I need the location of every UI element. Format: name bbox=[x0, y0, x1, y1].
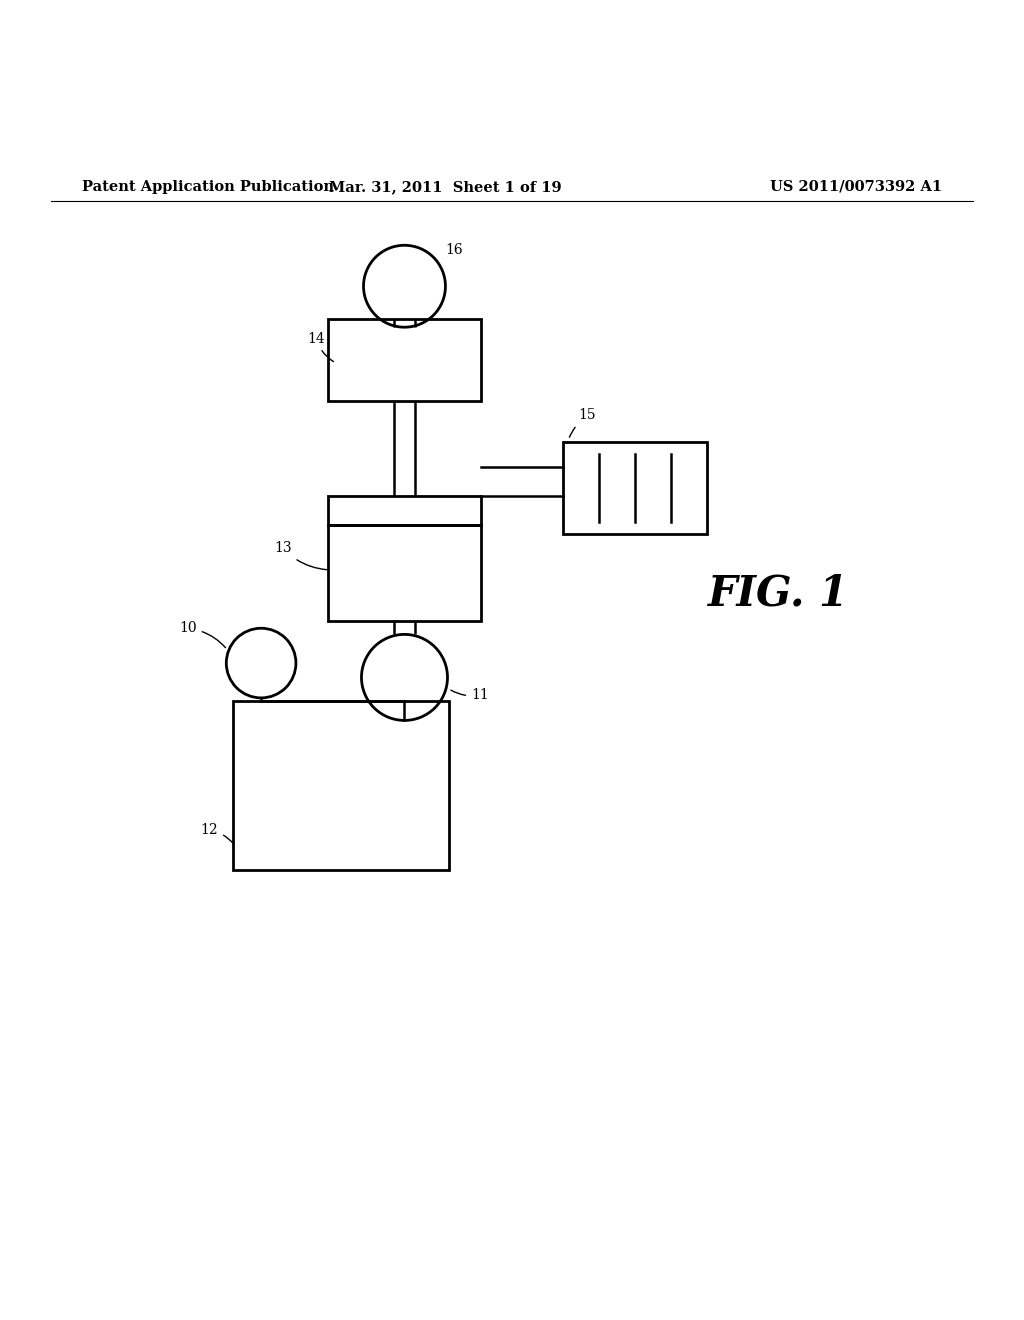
Text: 14: 14 bbox=[307, 331, 334, 362]
Bar bbox=[563, 442, 707, 535]
Text: 15: 15 bbox=[569, 408, 596, 437]
Text: FIG. 1: FIG. 1 bbox=[708, 573, 849, 614]
Text: 16: 16 bbox=[445, 243, 463, 257]
Text: Patent Application Publication: Patent Application Publication bbox=[82, 180, 334, 194]
Text: 11: 11 bbox=[451, 688, 488, 702]
Text: Mar. 31, 2011  Sheet 1 of 19: Mar. 31, 2011 Sheet 1 of 19 bbox=[329, 180, 562, 194]
Text: 10: 10 bbox=[179, 622, 225, 648]
Text: US 2011/0073392 A1: US 2011/0073392 A1 bbox=[770, 180, 942, 194]
Bar bbox=[328, 525, 481, 622]
Text: 13: 13 bbox=[274, 541, 327, 570]
Bar bbox=[328, 319, 481, 401]
Bar bbox=[328, 496, 481, 525]
Text: 12: 12 bbox=[201, 824, 233, 845]
Bar bbox=[233, 701, 449, 870]
